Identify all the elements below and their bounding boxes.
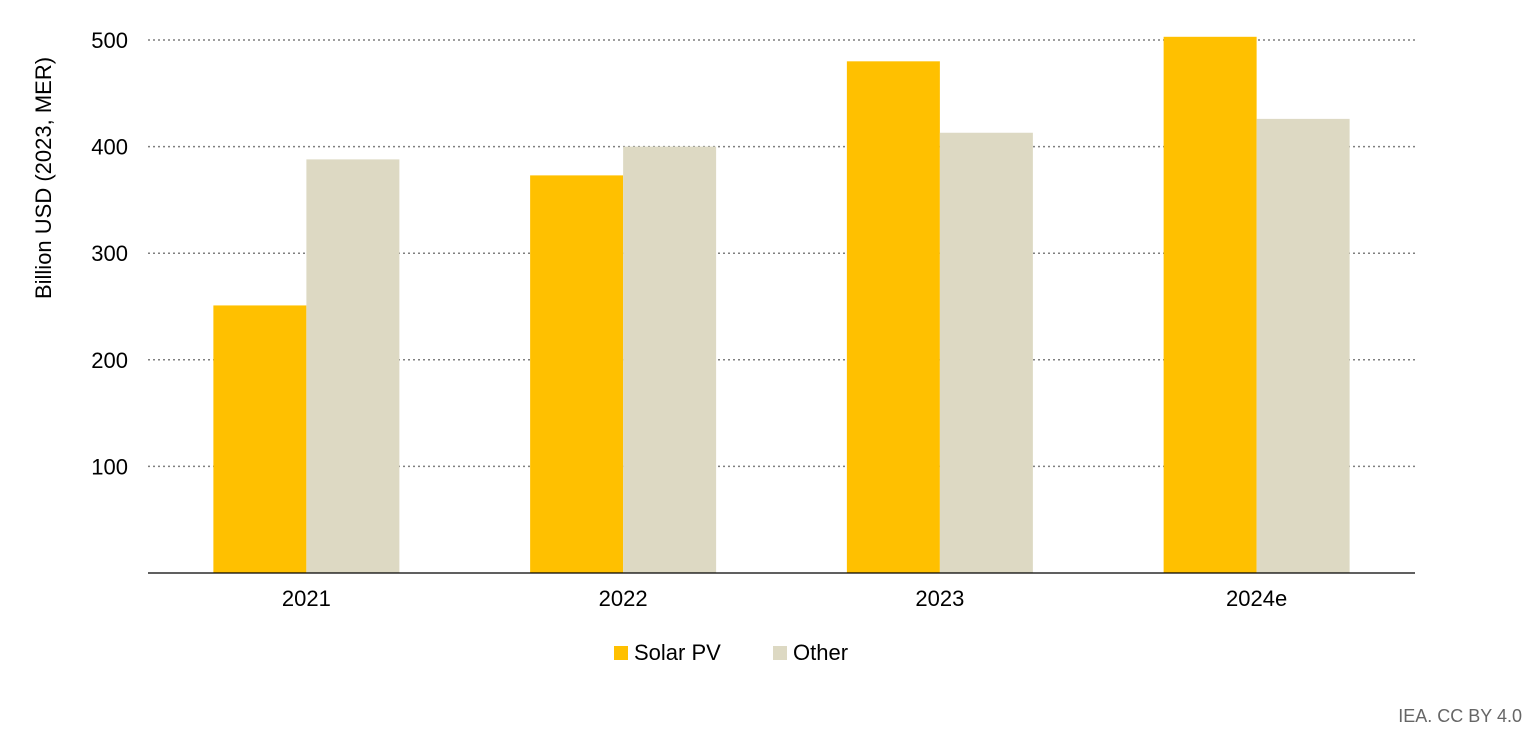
y-tick-label: 200 <box>91 348 128 373</box>
y-tick-label: 400 <box>91 135 128 160</box>
bar-solar-pv-2024e <box>1163 36 1257 573</box>
bar-other-2022 <box>623 146 717 573</box>
y-tick-label: 300 <box>91 241 128 266</box>
bar-other-2021 <box>306 159 400 573</box>
y-tick-labels: 100 200 300 400 500 <box>91 28 128 479</box>
legend: Solar PV Other <box>614 640 848 665</box>
legend-label: Solar PV <box>634 640 721 665</box>
x-category-labels: 2021 2022 2023 2024e <box>282 586 1287 611</box>
x-category-label: 2022 <box>599 586 648 611</box>
source-credit: IEA. CC BY 4.0 <box>1398 706 1522 726</box>
legend-swatch-other <box>773 646 787 660</box>
bar-other-2023 <box>939 132 1033 573</box>
bar-solar-pv-2023 <box>846 61 940 573</box>
legend-label: Other <box>793 640 848 665</box>
bar-solar-pv-2022 <box>530 175 624 573</box>
bar-solar-pv-2021 <box>213 305 307 573</box>
legend-swatch-solar-pv <box>614 646 628 660</box>
y-axis-title: Billion USD (2023, MER) <box>31 57 56 299</box>
x-category-label: 2023 <box>915 586 964 611</box>
x-category-label: 2024e <box>1226 586 1287 611</box>
y-tick-label: 500 <box>91 28 128 53</box>
bars <box>213 36 1350 573</box>
x-category-label: 2021 <box>282 586 331 611</box>
bar-other-2024e <box>1256 118 1350 573</box>
y-tick-label: 100 <box>91 454 128 479</box>
